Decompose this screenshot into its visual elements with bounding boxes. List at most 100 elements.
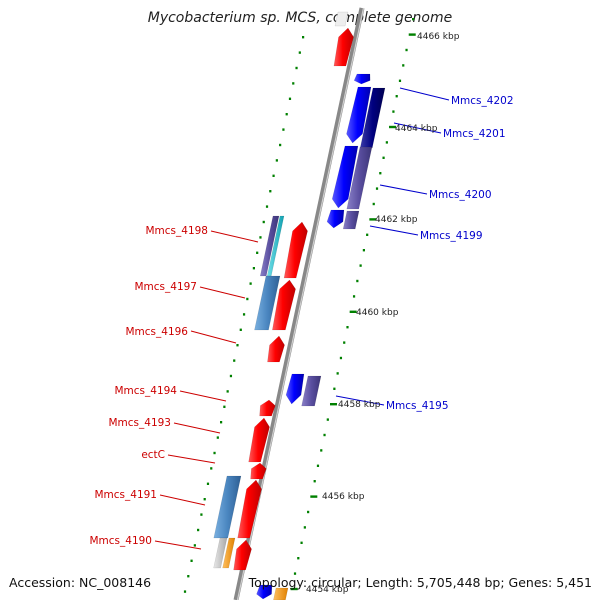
gene-label: Mmcs_4191 bbox=[94, 489, 157, 501]
gene-arrow bbox=[334, 11, 349, 27]
topology-text: Topology: circular; Length: 5,705,448 bp… bbox=[248, 575, 592, 590]
leader-line bbox=[159, 494, 206, 506]
tick-mark bbox=[183, 590, 187, 593]
leader-line bbox=[173, 422, 221, 434]
tick-mark bbox=[398, 79, 402, 82]
gene-arrow bbox=[256, 584, 273, 600]
tick-mark bbox=[343, 341, 346, 344]
tick-mark bbox=[375, 187, 379, 190]
gene-arrow bbox=[353, 73, 371, 85]
gene-arrow bbox=[331, 145, 359, 209]
gene-arrow bbox=[248, 417, 270, 463]
genome-title: Mycobacterium sp. MCS, complete genome bbox=[147, 10, 453, 26]
kbp-label: 4458 kbp bbox=[338, 400, 381, 410]
tick-mark bbox=[369, 218, 377, 221]
tick-mark bbox=[385, 141, 388, 144]
tick-mark bbox=[359, 264, 362, 267]
tick-mark bbox=[389, 125, 397, 129]
tick-mark bbox=[405, 48, 408, 52]
gene-arrow bbox=[272, 279, 296, 331]
tick-mark bbox=[412, 18, 415, 21]
gene-arrow bbox=[359, 87, 386, 149]
leader-line bbox=[369, 225, 419, 236]
kbp-label: 4454 kbp bbox=[306, 585, 349, 595]
gene-label: Mmcs_4197 bbox=[134, 281, 197, 293]
tick-mark bbox=[392, 110, 395, 113]
tick-mark bbox=[293, 572, 297, 575]
tick-mark bbox=[346, 326, 349, 329]
gene-arrow bbox=[333, 27, 354, 67]
gene-arrow bbox=[301, 375, 322, 407]
tick-mark bbox=[282, 128, 285, 131]
tick-mark bbox=[187, 575, 190, 578]
tick-mark bbox=[275, 159, 278, 162]
gene-features bbox=[213, 11, 386, 600]
tick-mark bbox=[233, 359, 236, 362]
tick-mark bbox=[372, 202, 375, 206]
kbp-label: 4462 kbp bbox=[375, 215, 418, 225]
kbp-label: 4456 kbp bbox=[322, 492, 365, 502]
gene-label: Mmcs_4198 bbox=[145, 225, 208, 237]
tick-mark bbox=[298, 51, 301, 54]
tick-mark bbox=[252, 267, 255, 270]
tick-mark bbox=[292, 82, 295, 85]
tick-mark bbox=[259, 236, 262, 239]
gene-arrow bbox=[326, 209, 345, 229]
kbp-label: 4464 kbp bbox=[395, 124, 438, 134]
tick-mark bbox=[269, 190, 272, 193]
tick-mark bbox=[239, 328, 242, 331]
tick-mark bbox=[303, 526, 306, 529]
gene-arrow bbox=[346, 86, 372, 144]
tick-mark bbox=[223, 405, 226, 408]
gene-arrow bbox=[213, 537, 228, 569]
tick-mark bbox=[352, 295, 356, 298]
gene-label: Mmcs_4195 bbox=[386, 400, 449, 412]
tick-mark bbox=[333, 387, 336, 390]
tick-mark bbox=[295, 66, 298, 70]
gene-label: Mmcs_4202 bbox=[451, 95, 514, 107]
gene-label: Mmcs_4201 bbox=[443, 128, 506, 140]
accession-text: Accession: NC_008146 bbox=[9, 575, 152, 590]
tick-mark bbox=[246, 297, 249, 301]
leader-line bbox=[190, 330, 237, 344]
tick-mark bbox=[307, 510, 310, 514]
gene-arrow bbox=[222, 537, 236, 569]
tick-mark bbox=[190, 559, 193, 562]
tick-mark bbox=[219, 421, 223, 424]
tick-mark bbox=[279, 143, 282, 147]
gene-label: ectC bbox=[141, 449, 165, 461]
leader-line bbox=[179, 390, 227, 402]
tick-mark bbox=[382, 156, 385, 159]
tick-mark bbox=[288, 97, 292, 100]
tick-mark bbox=[323, 433, 326, 437]
tick-mark bbox=[339, 356, 343, 360]
gene-label: Mmcs_4200 bbox=[429, 189, 492, 201]
tick-mark bbox=[285, 113, 288, 116]
tick-marks bbox=[183, 18, 416, 593]
gene-arrow bbox=[259, 399, 276, 417]
gene-arrow bbox=[346, 146, 373, 210]
gene-arrow bbox=[283, 221, 308, 279]
kbp-label: 4466 kbp bbox=[417, 32, 460, 42]
tick-mark bbox=[200, 513, 203, 516]
tick-mark bbox=[197, 528, 200, 532]
gene-arrow bbox=[213, 475, 242, 539]
leader-line bbox=[379, 184, 428, 195]
gene-label: Mmcs_4196 bbox=[125, 326, 188, 338]
leader-line bbox=[210, 230, 259, 243]
gene-label: Mmcs_4199 bbox=[420, 230, 483, 242]
tick-mark bbox=[262, 220, 265, 224]
tick-mark bbox=[408, 33, 416, 36]
tick-mark bbox=[313, 480, 316, 483]
tick-mark bbox=[310, 495, 318, 498]
tick-mark bbox=[210, 467, 213, 470]
tick-mark bbox=[203, 498, 206, 501]
tick-mark bbox=[316, 464, 320, 467]
tick-mark bbox=[290, 587, 298, 591]
tick-mark bbox=[272, 174, 275, 177]
tick-mark bbox=[349, 310, 357, 313]
tick-mark bbox=[297, 557, 300, 560]
tick-mark bbox=[362, 249, 365, 252]
tick-mark bbox=[326, 418, 329, 421]
